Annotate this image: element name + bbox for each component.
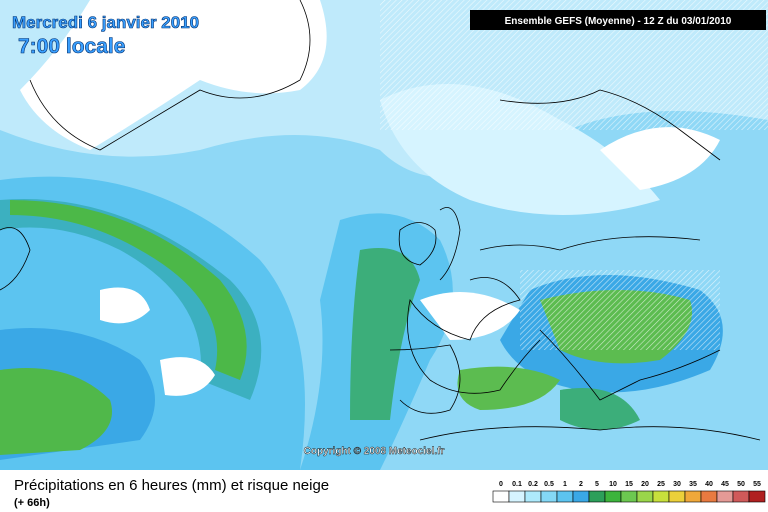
- legend-label: 0.2: [528, 481, 538, 488]
- legend-label: 50: [737, 481, 745, 488]
- legend-swatch: [716, 490, 734, 503]
- precipitation-map: Mercredi 6 janvier 2010 7:00 locale Ense…: [0, 0, 768, 470]
- legend-swatch: [620, 490, 638, 503]
- footer: Précipitations en 6 heures (mm) et risqu…: [14, 477, 766, 509]
- legend-swatch: [508, 490, 526, 503]
- legend-swatch: [540, 490, 558, 503]
- legend-swatch: [556, 490, 574, 503]
- model-banner: [470, 10, 766, 30]
- legend-label: 2: [579, 481, 583, 488]
- legend-swatch: [492, 490, 510, 503]
- legend-swatch: [748, 490, 766, 503]
- legend-swatch: [700, 490, 718, 503]
- map-time: 7:00 locale: [18, 35, 125, 58]
- legend-label: 35: [689, 481, 697, 488]
- legend-label: 25: [657, 481, 665, 488]
- legend-swatch: [636, 490, 654, 503]
- legend-label: 45: [721, 481, 729, 488]
- legend-swatch: [604, 490, 622, 503]
- legend-swatch: [572, 490, 590, 503]
- legend-swatch: [732, 490, 750, 503]
- lead-time: (+ 66h): [14, 497, 50, 509]
- legend-swatch: [524, 490, 542, 503]
- legend-label: 40: [705, 481, 713, 488]
- legend-label: 0: [499, 481, 503, 488]
- legend-label: 0.1: [512, 481, 522, 488]
- legend-swatch: [668, 490, 686, 503]
- legend-swatch: [684, 490, 702, 503]
- model-run: Ensemble GEFS (Moyenne) - 12 Z du 03/01/…: [505, 16, 732, 27]
- legend-swatch: [652, 490, 670, 503]
- legend-label: 0.5: [544, 481, 554, 488]
- legend-label: 15: [625, 481, 633, 488]
- copyright: Copyright © 2008 Meteociel.fr: [304, 446, 445, 457]
- footer-title: Précipitations en 6 heures (mm) et risqu…: [14, 477, 329, 494]
- map-date: Mercredi 6 janvier 2010: [12, 13, 199, 32]
- legend-label: 30: [673, 481, 681, 488]
- legend-label: 1: [563, 481, 567, 488]
- legend-label: 10: [609, 481, 617, 488]
- legend-swatch: [588, 490, 606, 503]
- legend-label: 55: [753, 481, 761, 488]
- legend-label: 5: [595, 481, 599, 488]
- legend-label: 20: [641, 481, 649, 488]
